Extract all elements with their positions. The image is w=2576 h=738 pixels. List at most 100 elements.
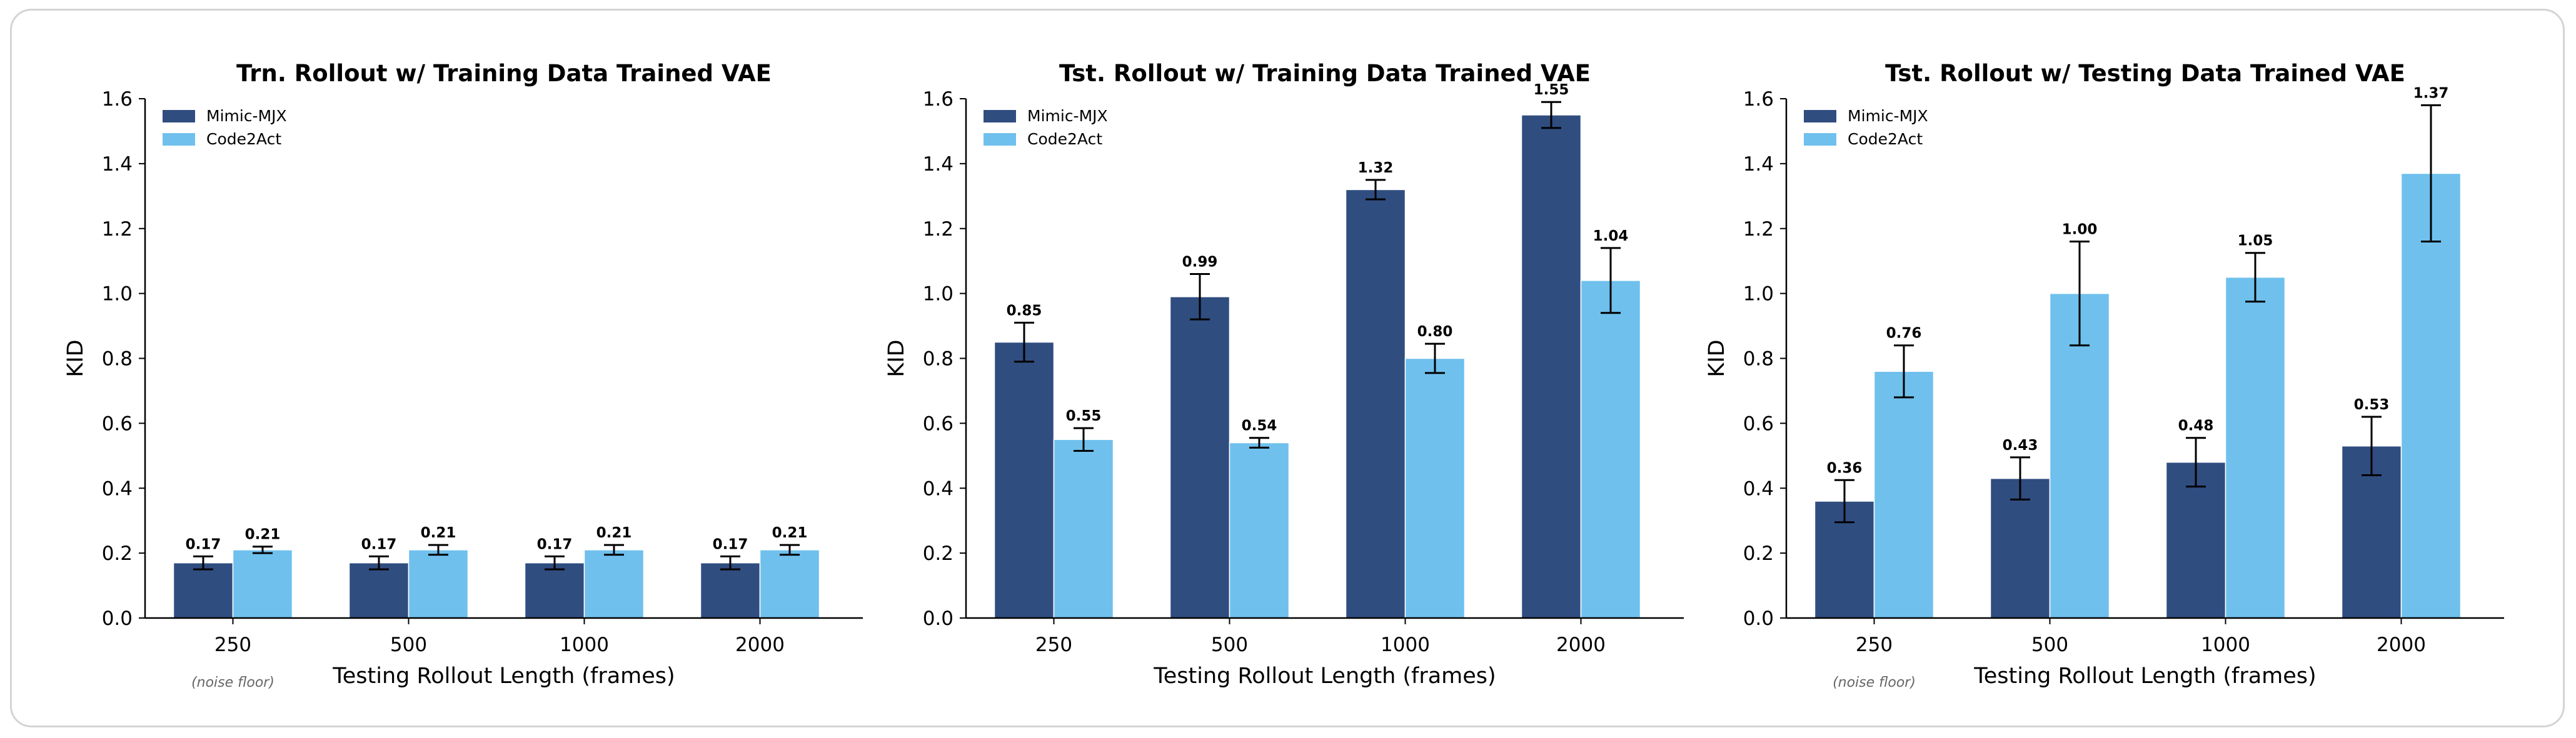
legend: Mimic-MJX Code2Act — [163, 107, 287, 148]
y-tick-label: 0.2 — [923, 542, 953, 565]
x-tick-label: 1000 — [2201, 634, 2250, 656]
error-bar — [253, 546, 273, 554]
data-label: 0.85 — [1007, 302, 1042, 319]
y-tick-label: 0.8 — [923, 348, 953, 371]
bar-code2act — [2225, 276, 2286, 619]
bar-mimic-mjx — [1521, 114, 1582, 619]
error-bar — [1425, 342, 1445, 374]
chart-panel-2: Tst. Rollout w/ Training Data Trained VA… — [884, 60, 1684, 689]
data-label: 0.54 — [1242, 418, 1277, 434]
x-tick-label: 500 — [1211, 634, 1248, 656]
data-label: 0.17 — [713, 536, 748, 552]
data-label: 0.36 — [1827, 460, 1863, 476]
error-bar — [369, 555, 389, 571]
y-axis-label: KID — [63, 339, 88, 377]
bar-mimic-mjx — [700, 562, 761, 619]
data-label: 0.21 — [772, 525, 808, 541]
data-label: 1.32 — [1358, 160, 1394, 176]
data-label: 1.37 — [2413, 85, 2449, 101]
x-tick-label: 2000 — [2377, 634, 2426, 656]
data-label: 1.05 — [2238, 233, 2273, 249]
legend-label: Mimic-MJX — [206, 107, 287, 125]
data-label: 0.17 — [186, 536, 221, 552]
bar-code2act — [1580, 280, 1641, 619]
y-tick-label: 1.0 — [923, 283, 953, 306]
x-tick-label: 1000 — [560, 634, 609, 656]
data-label: 0.17 — [361, 536, 397, 552]
x-axis-label: Testing Rollout Length (frames) — [1973, 664, 2316, 689]
chart-panel-1: Trn. Rollout w/ Training Data Trained VA… — [63, 60, 863, 691]
chart-panel-3: Tst. Rollout w/ Testing Data Trained VAE… — [1704, 60, 2504, 691]
x-tick-label: 250 — [1035, 634, 1072, 656]
error-bar — [1014, 321, 1034, 363]
y-tick-label: 1.4 — [923, 153, 953, 176]
bar-code2act — [1229, 442, 1290, 619]
bar-mimic-mjx — [524, 562, 585, 619]
error-bar — [545, 555, 565, 571]
bar-mimic-mjx — [994, 341, 1055, 619]
y-tick-label: 0.0 — [102, 607, 133, 630]
legend-label: Mimic-MJX — [1027, 107, 1108, 125]
legend-swatch-code2act — [1804, 133, 1836, 146]
data-label: 0.48 — [2178, 418, 2214, 434]
y-tick-label: 1.2 — [102, 218, 133, 241]
legend-label: Code2Act — [1027, 130, 1102, 148]
legend-label: Mimic-MJX — [1848, 107, 1928, 125]
legend-swatch-code2act — [163, 133, 195, 146]
data-label: 0.43 — [2003, 437, 2038, 454]
legend-swatch-mimic-mjx — [163, 110, 195, 122]
error-bar — [2362, 416, 2382, 476]
y-tick-label: 0.2 — [1743, 542, 1774, 565]
y-tick-label: 1.2 — [1743, 218, 1774, 241]
y-tick-label: 1.6 — [1743, 88, 1774, 111]
y-tick-label: 1.6 — [923, 88, 953, 111]
error-bar — [1834, 479, 1854, 524]
error-bar — [193, 555, 213, 571]
y-tick-label: 1.4 — [102, 153, 133, 176]
data-label: 0.76 — [1886, 326, 1922, 342]
bar-code2act — [759, 549, 820, 619]
bar-code2act — [1404, 357, 1466, 619]
data-label: 0.21 — [421, 525, 456, 541]
error-bar — [1366, 179, 1386, 201]
error-bar — [2245, 252, 2265, 303]
error-bar — [1601, 247, 1621, 314]
bar-code2act — [2049, 292, 2110, 619]
legend-label: Code2Act — [1848, 130, 1923, 148]
y-tick-label: 0.4 — [102, 477, 133, 500]
y-tick-label: 1.6 — [102, 88, 133, 111]
bar-code2act — [583, 549, 645, 619]
error-bar — [604, 544, 624, 556]
error-bar — [2186, 437, 2206, 488]
y-tick-label: 0.6 — [923, 412, 953, 435]
x-tick-label: 500 — [2031, 634, 2068, 656]
bar-code2act — [408, 549, 469, 619]
y-axis-label: KID — [884, 339, 909, 377]
error-bar — [720, 555, 740, 571]
error-bar — [2070, 241, 2090, 347]
legend-label: Code2Act — [206, 130, 281, 148]
legend-swatch-mimic-mjx — [984, 110, 1016, 122]
y-tick-label: 1.4 — [1743, 153, 1774, 176]
legend: Mimic-MJX Code2Act — [984, 107, 1108, 148]
data-label: 0.80 — [1417, 324, 1453, 340]
y-tick-label: 1.2 — [923, 218, 953, 241]
y-tick-label: 0.0 — [1743, 607, 1774, 630]
legend-swatch-mimic-mjx — [1804, 110, 1836, 122]
bar-code2act — [232, 549, 293, 619]
y-tick-label: 1.0 — [1743, 283, 1774, 306]
error-bar — [428, 544, 448, 556]
x-tick-label: 2000 — [735, 634, 785, 656]
y-tick-label: 0.8 — [1743, 348, 1774, 371]
error-bar — [1249, 437, 1269, 449]
error-bar — [1190, 272, 1210, 321]
y-axis-label: KID — [1704, 339, 1729, 377]
y-tick-label: 0.4 — [1743, 477, 1774, 500]
y-tick-label: 0.4 — [923, 477, 953, 500]
y-tick-label: 0.6 — [1743, 412, 1774, 435]
x-axis-label: Testing Rollout Length (frames) — [332, 664, 675, 689]
legend: Mimic-MJX Code2Act — [1804, 107, 1928, 148]
x-axis-label: Testing Rollout Length (frames) — [1153, 664, 1496, 689]
chart-title: Tst. Rollout w/ Testing Data Trained VAE — [1885, 60, 2405, 87]
